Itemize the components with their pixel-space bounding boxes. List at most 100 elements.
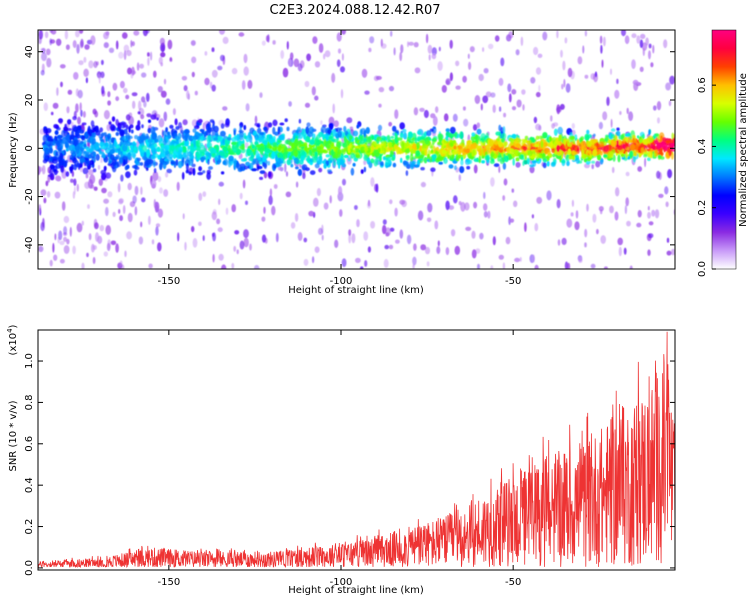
spectrogram-cell	[80, 147, 85, 152]
spectrogram-cell	[107, 239, 111, 250]
spectrogram-cell	[85, 173, 89, 179]
spectrogram-cell	[410, 148, 416, 154]
spectrogram-cell	[360, 266, 364, 269]
spectrogram-cell	[180, 142, 185, 146]
spectrogram-cell	[314, 151, 318, 158]
spectrogram-cell	[107, 100, 111, 106]
spectrogram-cell	[522, 104, 525, 111]
spectrogram-cell	[500, 57, 505, 67]
spectrogram-cell	[348, 135, 352, 142]
spectrogram-cell	[220, 123, 225, 129]
spectrogram-cell	[305, 126, 310, 135]
spectrogram-cell	[385, 158, 390, 166]
spectrogram-cell	[243, 229, 249, 239]
spectrogram-cell	[460, 201, 466, 212]
spectrogram-cell	[127, 67, 132, 75]
spectrogram-cell	[84, 44, 90, 50]
spectrogram-cell	[390, 135, 395, 139]
spectrogram-cell	[435, 146, 440, 152]
spectrogram-cell	[327, 128, 332, 135]
spectrogram-cell	[118, 198, 124, 204]
spectrogram-cell	[542, 31, 548, 41]
spectrogram-cell	[140, 221, 143, 228]
spectrogram-cell	[407, 131, 413, 138]
spectrogram-cell	[231, 141, 237, 146]
spectrogram-cell	[244, 142, 249, 149]
spectrogram-cell	[510, 148, 515, 153]
spectrogram-cell	[430, 167, 436, 172]
spectrogram-cell	[582, 45, 585, 54]
spectrogram-cell	[665, 82, 671, 91]
spectrogram-cell	[263, 206, 266, 214]
spectrogram-cell	[289, 52, 294, 60]
spectrogram-cell	[603, 153, 608, 159]
spectrogram-cell	[540, 140, 544, 148]
spectrogram-cell	[255, 135, 258, 144]
spectrogram-cell	[551, 148, 556, 154]
spectrogram-cell	[259, 132, 265, 136]
spectrogram-cell	[581, 149, 584, 157]
spectrogram-cell	[670, 143, 675, 147]
spectrogram-cell	[297, 63, 303, 72]
spectrogram-cell	[271, 151, 276, 160]
spectrogram-cell	[490, 177, 495, 187]
spectrogram-cell	[527, 157, 530, 165]
spectrogram-ytick-label: -40	[24, 237, 35, 253]
spectrogram-cell	[172, 108, 176, 116]
spectrogram-cell	[117, 183, 121, 193]
spectrogram-cell	[46, 191, 51, 198]
spectrogram-cell	[524, 222, 527, 233]
spectrogram-cell	[177, 160, 183, 169]
spectrogram-cell	[239, 192, 243, 200]
spectrogram-cell	[160, 52, 166, 58]
spectrogram-cell	[58, 118, 63, 124]
spectrogram-cell	[343, 135, 347, 144]
spectrogram-cell	[354, 205, 358, 210]
spectrogram-cell	[239, 166, 244, 172]
spectrogram-cell	[42, 217, 45, 228]
spectrogram-cell	[474, 95, 481, 104]
spectrogram-cell	[517, 144, 522, 149]
spectrogram-cell	[413, 42, 419, 48]
spectrogram-cell	[81, 220, 85, 226]
spectrogram-cell	[59, 152, 64, 160]
spectrogram-cell	[377, 124, 383, 131]
spectrogram-cell	[150, 114, 157, 120]
spectrogram-cell	[503, 178, 508, 186]
spectrogram-cell	[355, 257, 361, 263]
spectrogram-cell	[191, 56, 197, 64]
spectrogram-cell	[432, 126, 436, 130]
spectrogram-cell	[575, 210, 579, 219]
spectrogram-cell	[520, 36, 524, 46]
spectrogram-cell	[73, 178, 77, 186]
spectrogram-cell	[561, 237, 567, 245]
spectrogram-cell	[352, 130, 359, 137]
spectrogram-cell	[413, 164, 420, 168]
spectrogram-cell	[460, 159, 464, 166]
spectrogram-cell	[449, 154, 454, 160]
spectrogram-cell	[375, 155, 380, 163]
spectrogram-cell	[67, 119, 72, 125]
spectrogram-cell	[399, 122, 406, 130]
spectrogram-cell	[632, 79, 639, 86]
spectrogram-cell	[595, 160, 601, 168]
spectrogram-cell	[245, 103, 250, 112]
spectrogram-cell	[158, 56, 163, 65]
spectrogram-cell	[92, 257, 96, 264]
spectrogram-cell	[45, 180, 49, 187]
spectrogram-cell	[69, 226, 72, 237]
spectrogram-cell	[602, 111, 608, 121]
spectrogram-cell	[240, 143, 244, 147]
spectrogram-cell	[399, 51, 403, 62]
spectrogram-cell	[279, 122, 285, 126]
spectrogram-cell	[610, 128, 616, 132]
spectrogram-cell	[413, 243, 417, 251]
spectrogram-cell	[585, 135, 590, 141]
spectrogram-cell	[394, 207, 398, 217]
spectrogram-cell	[388, 244, 394, 250]
spectrogram-cell	[430, 149, 434, 154]
spectrogram-cell	[95, 153, 100, 161]
spectrogram-cell	[207, 158, 210, 165]
spectrogram-xtick-label: -50	[505, 276, 521, 287]
spectrogram-cell	[263, 139, 269, 146]
